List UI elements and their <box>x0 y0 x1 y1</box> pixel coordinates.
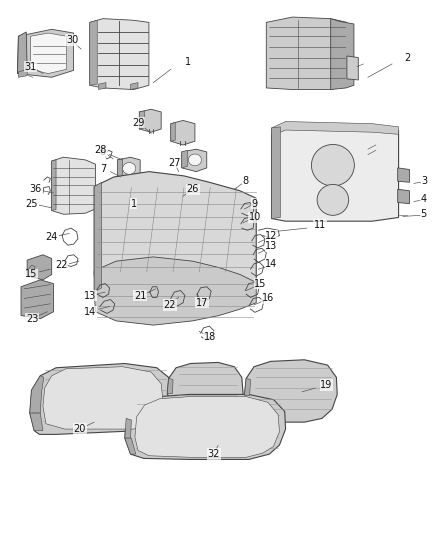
Text: 25: 25 <box>25 199 38 208</box>
Polygon shape <box>139 109 161 132</box>
Text: 31: 31 <box>25 62 37 71</box>
Polygon shape <box>171 123 175 141</box>
Ellipse shape <box>317 184 349 215</box>
Text: 15: 15 <box>254 279 267 288</box>
Polygon shape <box>266 17 347 90</box>
Polygon shape <box>244 378 251 395</box>
Text: 18: 18 <box>204 332 216 342</box>
Polygon shape <box>167 378 173 393</box>
Text: 11: 11 <box>314 220 326 230</box>
Polygon shape <box>43 367 163 429</box>
Text: 26: 26 <box>187 184 199 194</box>
Text: 20: 20 <box>74 424 86 434</box>
Text: 28: 28 <box>95 146 107 155</box>
Polygon shape <box>117 157 140 180</box>
Text: 15: 15 <box>25 270 38 279</box>
Text: 24: 24 <box>46 232 58 242</box>
Text: 8: 8 <box>242 176 248 186</box>
Polygon shape <box>182 149 207 172</box>
Text: 2: 2 <box>404 53 410 62</box>
Text: 14: 14 <box>265 259 278 269</box>
Text: 12: 12 <box>265 231 278 240</box>
Polygon shape <box>131 83 138 90</box>
Polygon shape <box>21 280 53 319</box>
Text: 1: 1 <box>185 58 191 67</box>
Text: 10: 10 <box>249 213 261 222</box>
Polygon shape <box>94 172 256 308</box>
Polygon shape <box>272 122 399 136</box>
Polygon shape <box>331 19 354 90</box>
Text: 27: 27 <box>168 158 180 167</box>
Polygon shape <box>398 168 410 182</box>
Polygon shape <box>125 438 136 454</box>
Text: 29: 29 <box>132 118 144 127</box>
Text: 1: 1 <box>131 199 137 208</box>
Text: 16: 16 <box>262 294 274 303</box>
Polygon shape <box>99 83 106 90</box>
Polygon shape <box>398 189 410 204</box>
Ellipse shape <box>123 163 136 174</box>
Text: 13: 13 <box>84 291 96 301</box>
Text: 32: 32 <box>208 449 220 459</box>
Polygon shape <box>18 29 74 77</box>
Polygon shape <box>27 255 52 280</box>
Polygon shape <box>135 397 279 457</box>
Text: 17: 17 <box>196 298 208 308</box>
Polygon shape <box>244 360 337 422</box>
Text: 19: 19 <box>320 380 332 390</box>
Text: 3: 3 <box>422 176 428 186</box>
Text: 7: 7 <box>100 164 106 174</box>
Text: 22: 22 <box>164 300 176 310</box>
Polygon shape <box>52 160 56 211</box>
Polygon shape <box>171 120 195 145</box>
Polygon shape <box>18 32 27 74</box>
Polygon shape <box>30 413 43 431</box>
Polygon shape <box>94 182 102 292</box>
Ellipse shape <box>311 144 354 186</box>
Polygon shape <box>167 362 243 420</box>
Polygon shape <box>18 69 27 77</box>
Polygon shape <box>90 20 97 85</box>
Polygon shape <box>272 128 399 221</box>
Polygon shape <box>182 150 187 168</box>
Polygon shape <box>139 111 145 129</box>
Polygon shape <box>30 376 44 413</box>
Polygon shape <box>125 418 131 438</box>
Polygon shape <box>52 157 95 214</box>
Text: 36: 36 <box>30 184 42 194</box>
Ellipse shape <box>188 154 201 166</box>
Polygon shape <box>272 127 280 219</box>
Text: 21: 21 <box>134 291 146 301</box>
Polygon shape <box>94 257 256 325</box>
Polygon shape <box>31 33 67 74</box>
Text: 4: 4 <box>420 195 427 204</box>
Text: 5: 5 <box>420 209 427 219</box>
Text: 30: 30 <box>66 35 78 45</box>
Text: 13: 13 <box>265 241 278 251</box>
Polygon shape <box>347 56 358 80</box>
Text: 6: 6 <box>100 147 106 157</box>
Polygon shape <box>125 394 286 459</box>
Polygon shape <box>30 364 173 434</box>
Text: 14: 14 <box>84 307 96 317</box>
Polygon shape <box>117 159 123 177</box>
Text: 9: 9 <box>252 199 258 208</box>
Text: 22: 22 <box>55 261 67 270</box>
Text: 23: 23 <box>26 314 38 324</box>
Polygon shape <box>90 19 149 90</box>
